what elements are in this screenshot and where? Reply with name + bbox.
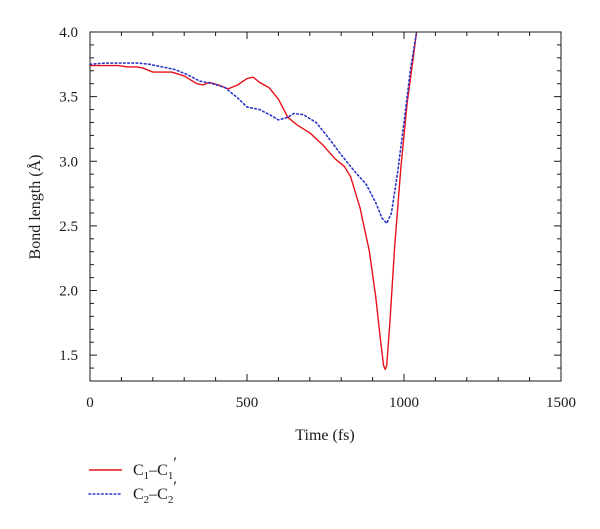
- y-tick-label: 4.0: [59, 25, 78, 41]
- legend-label-2: C2–C2′: [133, 479, 177, 506]
- y-tick-label: 2.5: [59, 219, 78, 235]
- y-tick-label: 1.5: [59, 348, 78, 364]
- y-axis-title: Bond length (Å): [26, 155, 44, 260]
- x-tick-label: 0: [86, 395, 94, 411]
- y-tick-label: 3.5: [59, 90, 78, 106]
- tick-labels: 0 500 1000 1500 1.5 2.0 2.5 3.0 3.5 4.0: [59, 25, 576, 411]
- legend: C1–C1′C2–C2′: [88, 455, 177, 506]
- y-tick-label: 2.0: [59, 284, 78, 300]
- axes: [89, 31, 562, 382]
- x-tick-label: 500: [236, 395, 259, 411]
- x-axis-title: Time (fs): [295, 427, 354, 444]
- series-lines: [90, 32, 418, 371]
- ticks: [89, 31, 562, 382]
- x-tick-label: 1000: [389, 395, 419, 411]
- y-tick-label: 3.0: [59, 154, 78, 170]
- x-tick-label: 1500: [546, 395, 576, 411]
- series-line-1: [90, 32, 418, 371]
- plot-frame: [89, 31, 562, 382]
- series-line-2: [90, 32, 418, 225]
- legend-label-1: C1–C1′: [133, 455, 177, 482]
